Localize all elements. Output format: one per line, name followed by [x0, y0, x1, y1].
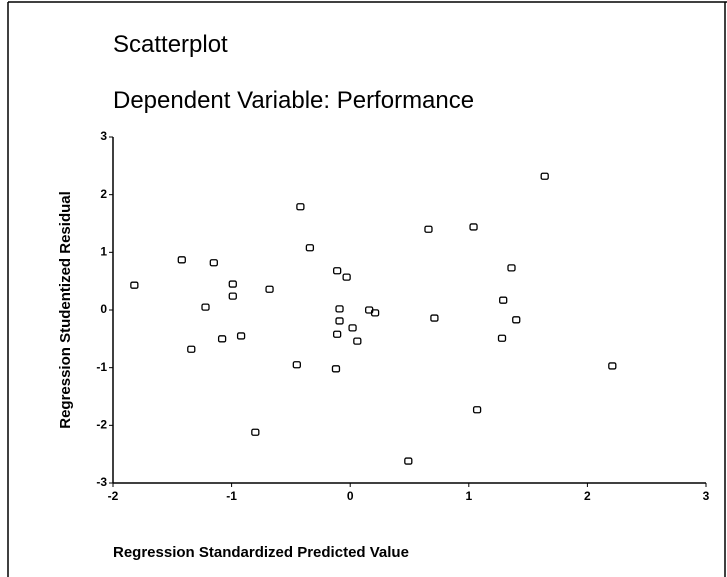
- x-tick-label: 1: [465, 489, 472, 503]
- point: [348, 324, 357, 332]
- point: [608, 362, 617, 370]
- point: [187, 345, 196, 353]
- point: [353, 337, 362, 345]
- y-tick-label: 1: [100, 245, 107, 259]
- chart-title: Scatterplot: [113, 31, 228, 58]
- point: [335, 317, 344, 325]
- point: [497, 334, 507, 342]
- x-tick-label: 2: [584, 489, 591, 503]
- point: [540, 172, 549, 180]
- point: [370, 309, 380, 317]
- x-tick-label: -1: [226, 489, 237, 503]
- point: [228, 292, 237, 300]
- y-tick-label: -2: [96, 418, 107, 432]
- point: [305, 244, 315, 252]
- point: [430, 314, 439, 322]
- y-tick-label: 0: [100, 302, 107, 316]
- y-axis-label: Regression Studentized Residual: [57, 191, 74, 429]
- point: [251, 428, 260, 436]
- x-tick-label: -2: [108, 489, 119, 503]
- point: [404, 457, 413, 465]
- point: [335, 305, 344, 313]
- x-tick-label: 3: [703, 489, 710, 503]
- point: [424, 225, 433, 233]
- point: [217, 335, 227, 343]
- point: [333, 330, 342, 338]
- y-tick-label: -3: [96, 475, 107, 489]
- point: [342, 273, 351, 281]
- x-tick-label: 0: [347, 489, 354, 503]
- y-tick-label: 2: [100, 187, 107, 201]
- point: [512, 316, 521, 324]
- y-tick-label: -1: [96, 360, 107, 374]
- point: [507, 264, 516, 272]
- y-tick-label: 3: [100, 129, 107, 143]
- point: [209, 259, 218, 267]
- point: [472, 406, 482, 414]
- point: [292, 361, 301, 369]
- point: [469, 223, 478, 231]
- point: [236, 332, 246, 340]
- chart-subtitle: Dependent Variable: Performance: [113, 87, 474, 114]
- point: [331, 365, 341, 373]
- point: [201, 303, 210, 311]
- point: [296, 203, 305, 211]
- x-axis-label: Regression Standardized Predicted Value: [113, 544, 409, 561]
- point: [333, 267, 342, 275]
- point: [130, 281, 139, 289]
- point: [228, 280, 237, 288]
- point: [499, 296, 508, 304]
- point: [265, 285, 274, 293]
- point: [177, 256, 186, 264]
